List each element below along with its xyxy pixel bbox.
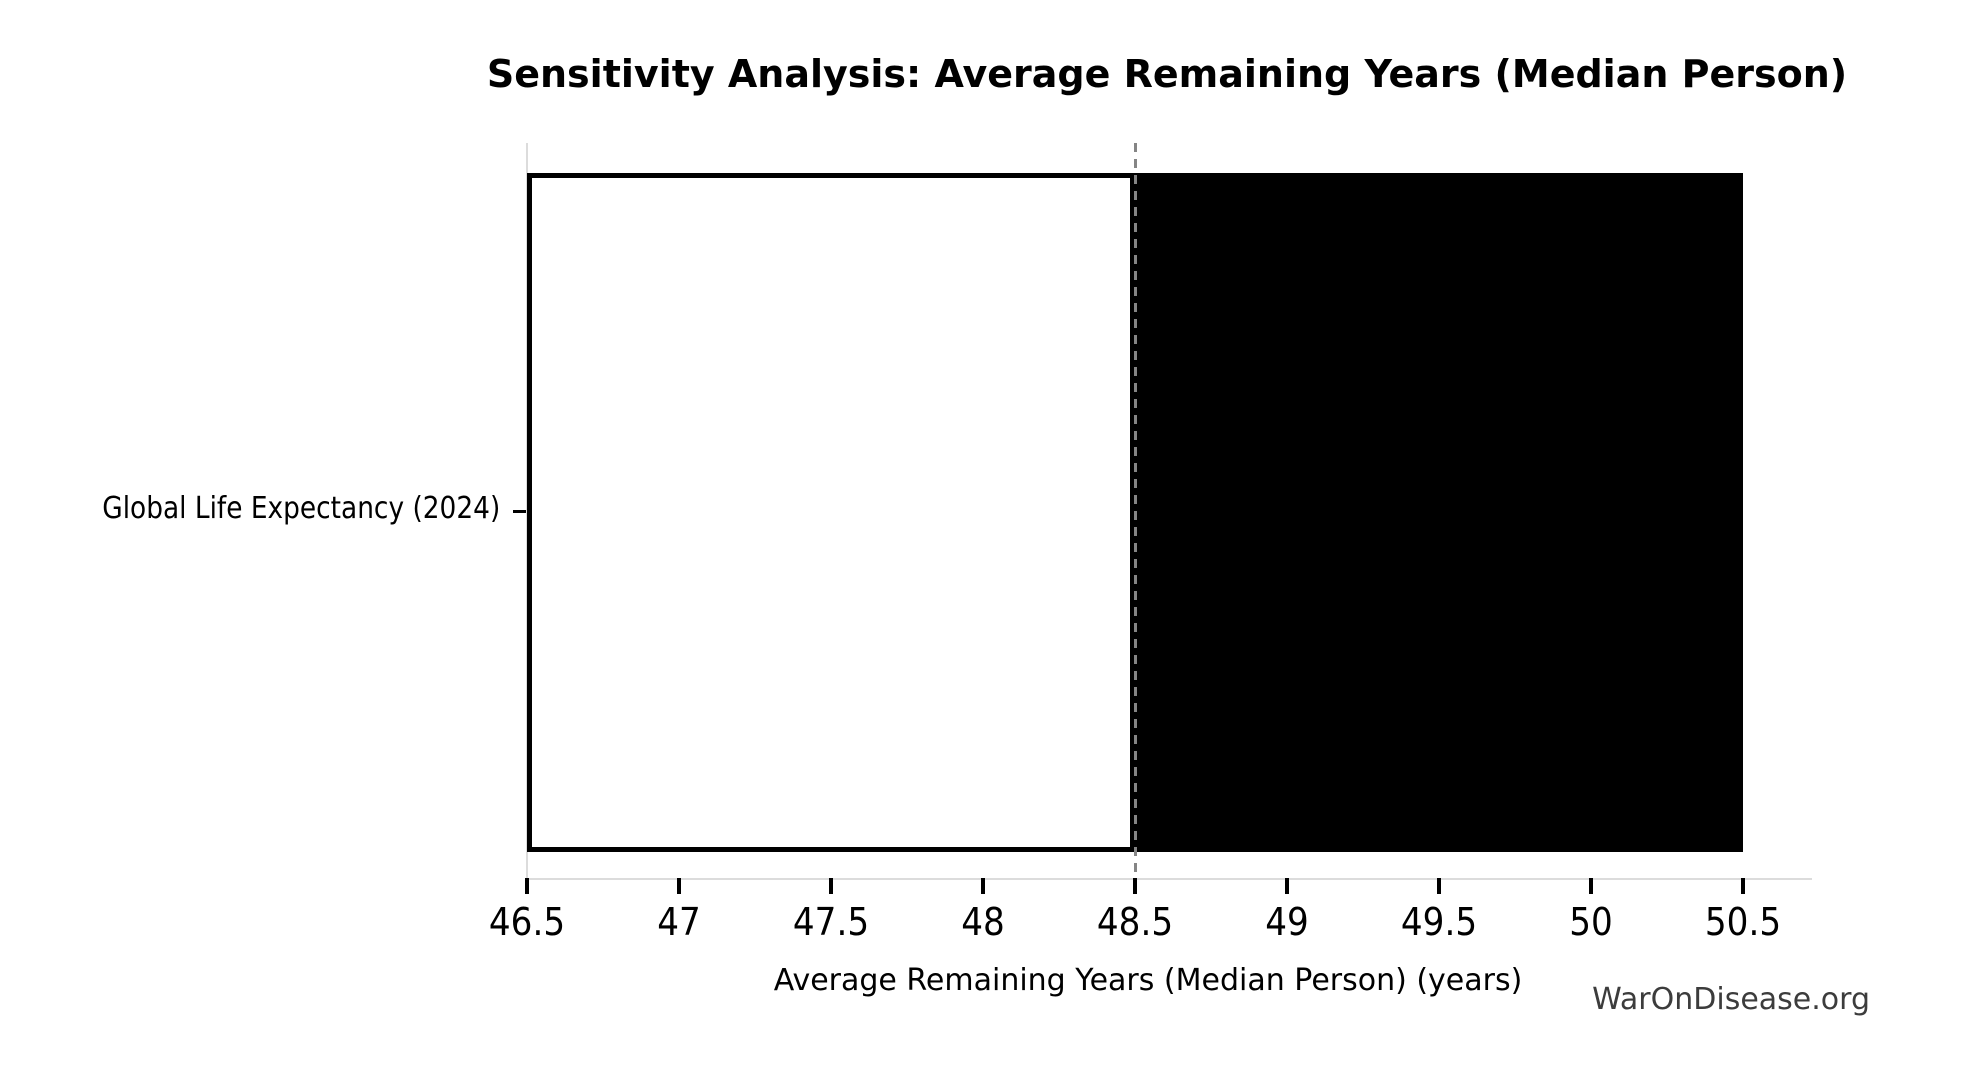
watermark-text: WarOnDisease.org [1592, 982, 1870, 1017]
x-tick-mark [981, 878, 985, 894]
bar-low-segment [527, 173, 1135, 852]
x-tick-mark [677, 878, 681, 894]
x-tick-mark [1133, 878, 1137, 894]
x-tick-label: 46.5 [488, 900, 566, 944]
x-tick-label: 50 [1569, 900, 1613, 944]
x-axis-label: Average Remaining Years (Median Person) … [773, 963, 1523, 998]
x-tick-label: 50.5 [1704, 900, 1782, 944]
y-axis-category-label: Global Life Expectancy (2024) [102, 491, 500, 526]
x-tick-label: 49.5 [1400, 900, 1478, 944]
x-tick-label: 48 [961, 900, 1005, 944]
bar-high-segment [1135, 173, 1743, 852]
x-tick-mark [1741, 878, 1745, 894]
x-tick-mark [829, 878, 833, 894]
x-tick-label: 49 [1265, 900, 1309, 944]
x-tick-mark [1437, 878, 1441, 894]
x-tick-label: 47 [657, 900, 701, 944]
x-tick-mark [1589, 878, 1593, 894]
baseline-dashed-line [1134, 143, 1137, 880]
x-tick-mark [525, 878, 529, 894]
y-tick-mark [513, 510, 527, 513]
x-axis-spine [526, 878, 1812, 880]
x-tick-mark [1285, 878, 1289, 894]
chart-title: Sensitivity Analysis: Average Remaining … [486, 52, 1848, 96]
x-tick-label: 47.5 [792, 900, 870, 944]
x-tick-label: 48.5 [1096, 900, 1174, 944]
